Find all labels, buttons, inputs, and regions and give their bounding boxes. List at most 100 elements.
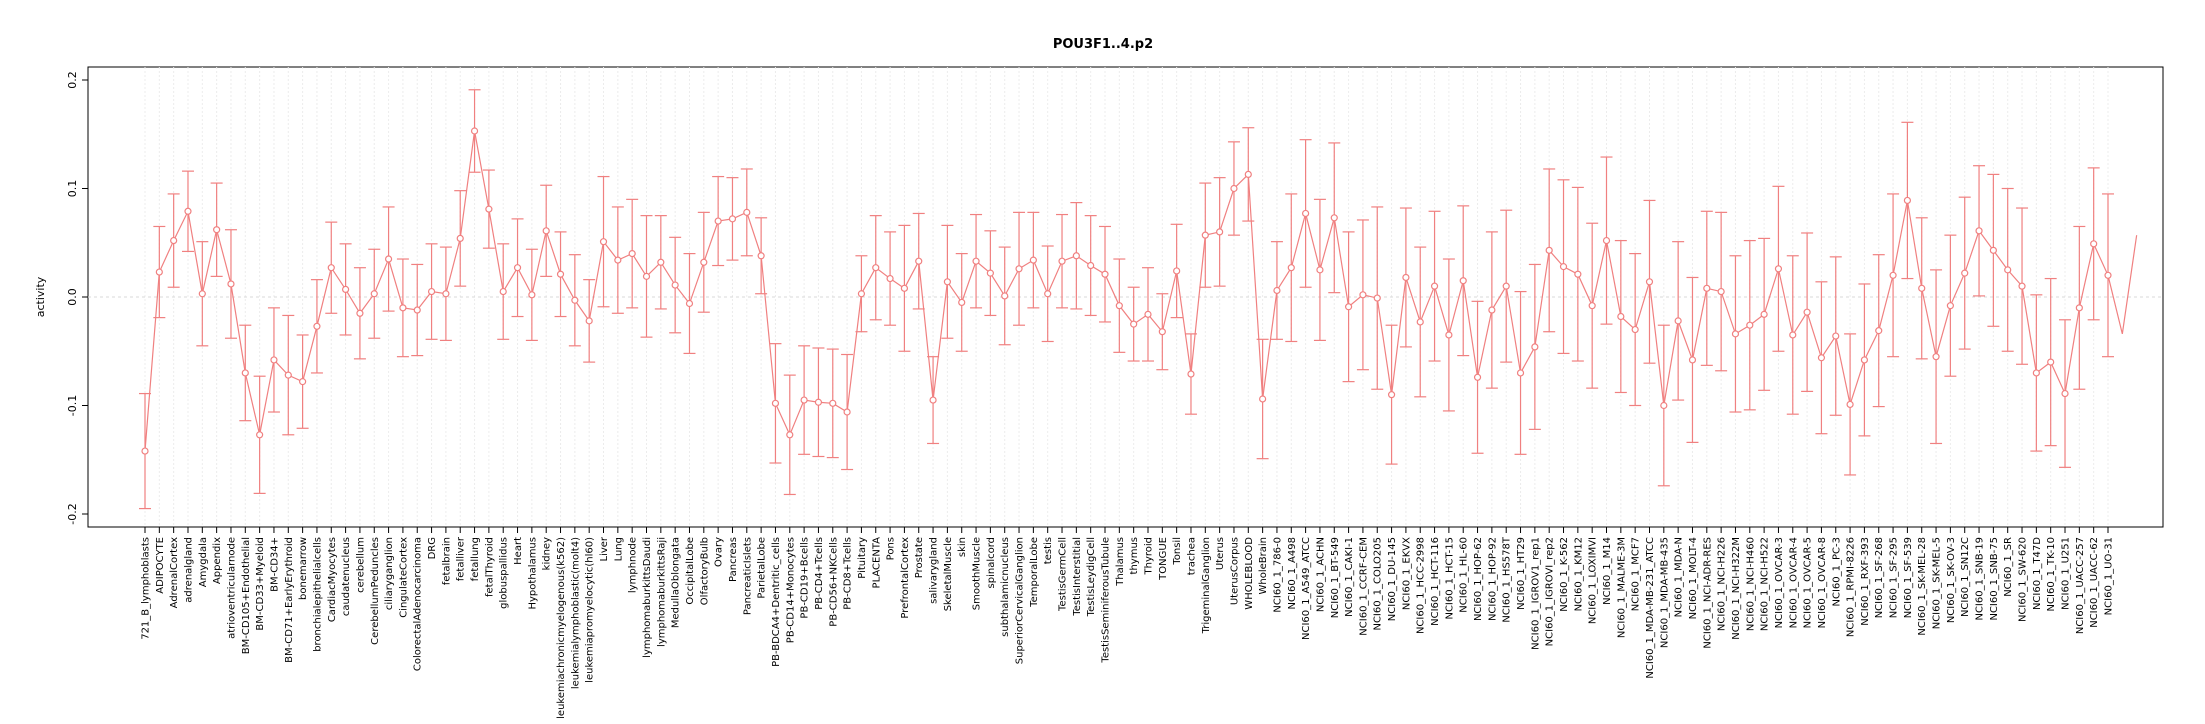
x-tick-label: Appendix	[212, 537, 223, 584]
x-tick-label: SuperiorCervicalGanglion	[1015, 537, 1026, 664]
data-point	[499, 287, 507, 296]
data-point	[1359, 291, 1367, 299]
x-tick-label: kidney	[542, 537, 553, 570]
data-point	[1201, 231, 1209, 239]
data-point	[1387, 391, 1396, 399]
data-point	[1101, 270, 1109, 278]
x-tick-label: subthalamicnucleus	[1000, 537, 1011, 637]
x-tick-label: Pons	[886, 537, 897, 560]
x-tick-label: Uterus	[1215, 537, 1226, 570]
x-tick-label: NCI60_1_A549_ATCC	[1301, 537, 1312, 640]
x-tick-label: lymphomaburkittsRaji	[656, 537, 667, 647]
data-point	[1488, 306, 1496, 314]
data-point	[227, 280, 235, 288]
x-tick-label: fetalliver	[456, 536, 467, 581]
data-point	[284, 371, 292, 379]
x-tick-label: Tonsil	[1172, 537, 1183, 566]
x-tick-label: NCI60_1_T47D	[2032, 537, 2043, 610]
x-tick-label: NCI60_1_SR	[2003, 537, 2014, 597]
data-point	[1402, 273, 1410, 282]
x-tick-label: AdrenalCortex	[169, 537, 180, 608]
x-tick-label: NCI60_1_TK-10	[2046, 537, 2057, 611]
data-point	[1087, 261, 1095, 270]
data-point	[2032, 369, 2040, 377]
y-tick-label: -0.2	[66, 503, 79, 524]
data-point	[915, 257, 923, 265]
data-point	[2090, 240, 2098, 248]
x-tick-label: leukemiachronicmyelogenous(k562)	[556, 537, 567, 719]
data-point	[313, 322, 321, 330]
data-point	[843, 408, 851, 416]
data-point	[886, 274, 894, 283]
x-tick-label: CardiacMyocytes	[327, 537, 338, 622]
x-tick-label: UterusCorpus	[1229, 537, 1240, 605]
x-tick-label: NCI60_1_OVCAR-8	[1817, 537, 1828, 628]
x-tick-label: NCI60_1_HOP-92	[1487, 537, 1498, 621]
data-point	[1416, 318, 1424, 326]
data-point	[213, 226, 221, 234]
x-axis: 721_B_lymphoblasts ADIPOCYTE AdrenalCortex…	[141, 526, 2115, 719]
data-point	[1961, 269, 1969, 277]
data-point	[1574, 270, 1582, 278]
data-point	[685, 299, 694, 308]
x-tick-label: NCI60_1_SW-620	[2018, 537, 2029, 622]
x-tick-label: NCI60_1_HS578T	[1502, 536, 1513, 622]
y-axis: -0.2 -0.1 0.0 0.1 0.2	[66, 71, 88, 525]
x-tick-label: NCI60_1_UACC-257	[2075, 537, 2086, 634]
data-point	[184, 207, 192, 215]
data-point	[1473, 373, 1482, 381]
data-point	[1072, 252, 1080, 260]
data-point	[1373, 294, 1381, 302]
x-tick-label: Amygdala	[198, 537, 209, 587]
x-tick-label: NCI60_1_K-562	[1559, 537, 1570, 612]
y-tick-label: 0.1	[66, 180, 79, 198]
x-tick-label: Ovary	[714, 537, 725, 567]
x-tick-label: leukemialymphoblastic(molt4)	[570, 537, 581, 689]
data-point	[1545, 246, 1553, 254]
data-point	[1602, 236, 1611, 245]
data-point	[857, 290, 866, 298]
x-tick-label: CingulateCortex	[398, 537, 409, 618]
data-point	[327, 264, 335, 272]
data-point	[1015, 265, 1023, 273]
x-tick-label: NCI60_1_MCF7	[1631, 537, 1642, 611]
data-point	[256, 431, 264, 439]
x-tick-label: globuspallidus	[499, 537, 510, 609]
x-tick-label: BM-CD33+Myeloid	[255, 537, 266, 631]
x-tick-label: PrefrontalCortex	[900, 537, 911, 619]
data-point	[700, 258, 708, 266]
x-tick-label: NCI60_1_SNB-75	[1989, 537, 2000, 621]
data-point	[1760, 310, 1768, 318]
x-tick-label: NCI60_1_SF-539	[1903, 537, 1914, 618]
data-point	[972, 257, 980, 265]
x-tick-label: PB-CD56+NKCells	[828, 537, 839, 627]
x-tick-label: WholeBrain	[1258, 537, 1269, 595]
data-point	[1860, 356, 1869, 364]
x-tick-label: NCI60_1_BT-549	[1330, 537, 1341, 618]
x-tick-label: NCI60_1_MDA-MB-231_ATCC	[1645, 537, 1656, 679]
x-tick-label: NCI60_1_OVCAR-4	[1788, 537, 1799, 628]
data-point	[413, 306, 421, 314]
data-point	[1001, 292, 1009, 300]
x-tick-label: ciliaryganglion	[384, 537, 395, 610]
data-point	[1302, 209, 1310, 218]
data-point	[958, 298, 966, 307]
data-point	[299, 378, 307, 386]
data-point	[1918, 284, 1926, 292]
data-point	[1660, 401, 1668, 410]
data-point	[528, 291, 536, 299]
x-tick-label: NCI60_1_SF-295	[1889, 537, 1900, 618]
x-tick-label: Pituitary	[857, 537, 868, 579]
data-point	[513, 264, 522, 272]
data-point	[198, 290, 206, 298]
data-point	[1273, 286, 1281, 295]
data-point	[1903, 196, 1912, 205]
x-tick-label: NCI60_1_CAKI-1	[1344, 537, 1355, 617]
x-tick-label: SkeletalMuscle	[943, 537, 954, 611]
data-point	[1531, 343, 1539, 351]
x-tick-label: NCI60_1_IGROV1_rep1	[1530, 537, 1541, 650]
x-tick-label: NCI60_1_MDA-N	[1674, 537, 1685, 617]
x-tick-label: NCI60_1_LOXIMVI	[1588, 537, 1599, 624]
data-point	[1330, 214, 1338, 222]
